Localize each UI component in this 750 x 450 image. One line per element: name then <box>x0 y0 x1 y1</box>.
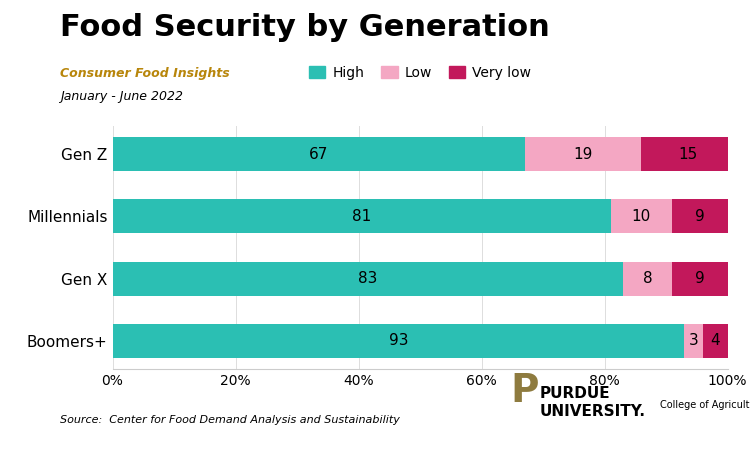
Text: 81: 81 <box>352 209 371 224</box>
Bar <box>623 261 672 296</box>
Bar <box>524 137 641 171</box>
Bar <box>112 199 610 234</box>
Text: 15: 15 <box>678 147 698 162</box>
Bar <box>112 324 685 358</box>
Text: Source:  Center for Food Demand Analysis and Sustainability: Source: Center for Food Demand Analysis … <box>60 415 400 425</box>
Text: Consumer Food Insights: Consumer Food Insights <box>60 68 229 81</box>
Bar <box>610 199 672 234</box>
Legend: High, Low, Very low: High, Low, Very low <box>303 60 537 85</box>
Text: 3: 3 <box>688 333 698 348</box>
Text: PURDUE
UNIVERSITY.: PURDUE UNIVERSITY. <box>540 386 646 418</box>
Text: 67: 67 <box>309 147 328 162</box>
Bar <box>112 261 623 296</box>
Bar <box>672 199 728 234</box>
Text: January - June 2022: January - June 2022 <box>60 90 183 103</box>
Text: 9: 9 <box>695 209 705 224</box>
Text: 9: 9 <box>695 271 705 286</box>
Text: 8: 8 <box>643 271 652 286</box>
Text: 93: 93 <box>388 333 408 348</box>
Bar <box>641 137 734 171</box>
Text: P: P <box>510 372 538 410</box>
Text: 4: 4 <box>710 333 720 348</box>
Bar <box>672 261 728 296</box>
Bar <box>112 137 524 171</box>
Text: 19: 19 <box>573 147 592 162</box>
Text: Food Security by Generation: Food Security by Generation <box>60 14 550 42</box>
Bar <box>703 324 727 358</box>
Text: 83: 83 <box>358 271 377 286</box>
Bar <box>685 324 703 358</box>
Text: College of Agriculture: College of Agriculture <box>660 400 750 410</box>
Text: 10: 10 <box>632 209 651 224</box>
